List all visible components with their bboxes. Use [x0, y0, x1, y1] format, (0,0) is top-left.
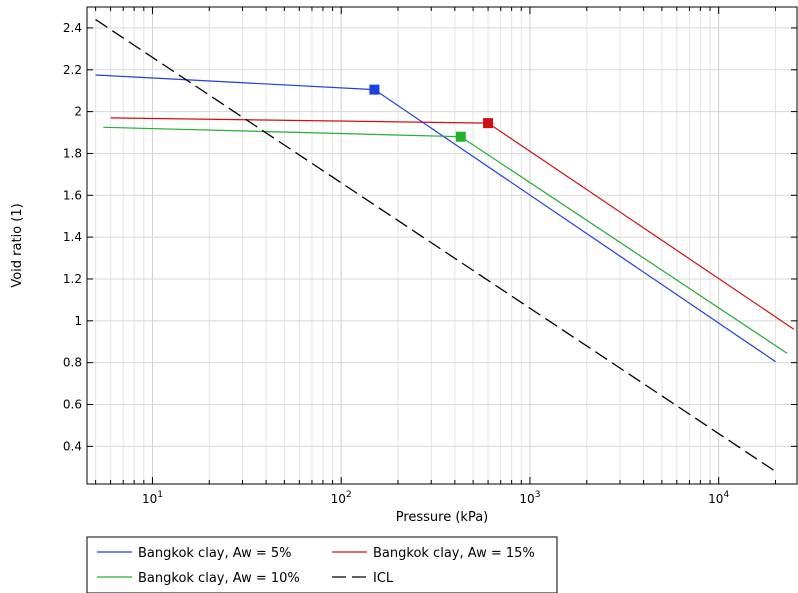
- y-tick-label: 2: [74, 105, 82, 119]
- legend-label: Bangkok clay, Aw = 10%: [138, 571, 300, 586]
- series-marker-1: [369, 84, 380, 95]
- series-line-2: [110, 117, 795, 330]
- legend: Bangkok clay, Aw = 5% Bangkok clay, Aw = …: [86, 536, 558, 593]
- y-tick-label: 2.4: [63, 21, 82, 35]
- series-line-1: [95, 74, 776, 363]
- series-marker-3: [455, 131, 466, 142]
- y-tick-label: 1.4: [63, 230, 82, 244]
- y-tick-label: 1.8: [63, 146, 82, 160]
- legend-label: Bangkok clay, Aw = 15%: [373, 546, 535, 561]
- y-tick-label: 1.2: [63, 272, 82, 286]
- series-layer: [95, 19, 795, 472]
- x-tick-label: 101: [142, 490, 163, 506]
- y-tick-label: 1.6: [63, 188, 82, 202]
- y-axis-title: Void ratio (1): [10, 203, 25, 287]
- plot-frame: [86, 6, 798, 485]
- legend-label: ICL: [373, 571, 394, 586]
- x-axis-title: Pressure (kPa): [396, 510, 489, 525]
- x-tick-labels: 101 102 103 104: [142, 490, 730, 506]
- x-tick-label: 103: [519, 490, 540, 506]
- y-tick-label: 1: [74, 314, 82, 328]
- y-tick-label: 0.6: [63, 398, 82, 412]
- series-line-4: [95, 19, 776, 472]
- y-tick-label: 2.2: [63, 63, 82, 77]
- series-marker-2: [483, 118, 494, 129]
- x-tick-label: 104: [708, 490, 729, 506]
- y-tick-label: 0.8: [63, 356, 82, 370]
- y-tick-label: 0.4: [63, 439, 82, 453]
- y-tick-labels: 0.4 0.6 0.8 1 1.2 1.4 1.6 1.8 2 2.2 2.4: [63, 21, 82, 453]
- legend-label: Bangkok clay, Aw = 5%: [138, 546, 292, 561]
- series-line-3: [103, 126, 788, 354]
- grid-lines: [87, 7, 797, 484]
- legend-box: [86, 536, 558, 593]
- x-tick-label: 102: [331, 490, 352, 506]
- axis-ticks: [87, 7, 797, 484]
